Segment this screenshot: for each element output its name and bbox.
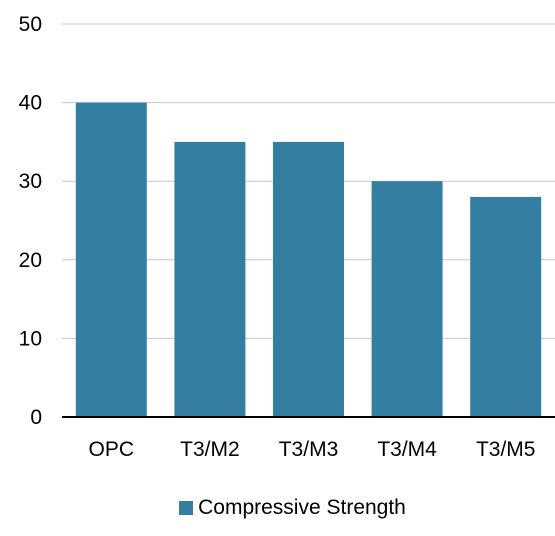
bar-t3-m3 xyxy=(273,141,344,417)
y-axis-tick-labels: 0 10 20 30 40 50 xyxy=(19,13,42,429)
x-tick-label-t3-m5: T3/M5 xyxy=(476,438,536,461)
bar-t3-m5 xyxy=(470,196,542,417)
y-tick-label-30: 30 xyxy=(19,170,42,193)
legend-swatch xyxy=(179,501,194,515)
y-tick-label-50: 50 xyxy=(19,13,42,36)
x-axis-tick-labels: OPC T3/M2 T3/M3 T3/M4 T3/M5 xyxy=(89,438,536,461)
y-tick-label-0: 0 xyxy=(30,406,42,429)
bar-t3-m2 xyxy=(174,141,246,417)
y-tick-label-10: 10 xyxy=(19,327,42,350)
x-tick-label-t3-m3: T3/M3 xyxy=(279,438,339,461)
y-tick-label-20: 20 xyxy=(19,249,42,272)
legend-label: Compressive Strength xyxy=(198,496,406,519)
x-tick-label-t3-m2: T3/M2 xyxy=(180,438,240,461)
y-tick-label-40: 40 xyxy=(19,92,42,115)
x-tick-label-t3-m4: T3/M4 xyxy=(377,438,437,461)
x-tick-label-opc: OPC xyxy=(89,438,135,461)
legend: Compressive Strength xyxy=(0,496,555,520)
bars xyxy=(75,102,542,417)
bar-opc xyxy=(75,102,147,417)
bar-t3-m4 xyxy=(371,181,443,417)
